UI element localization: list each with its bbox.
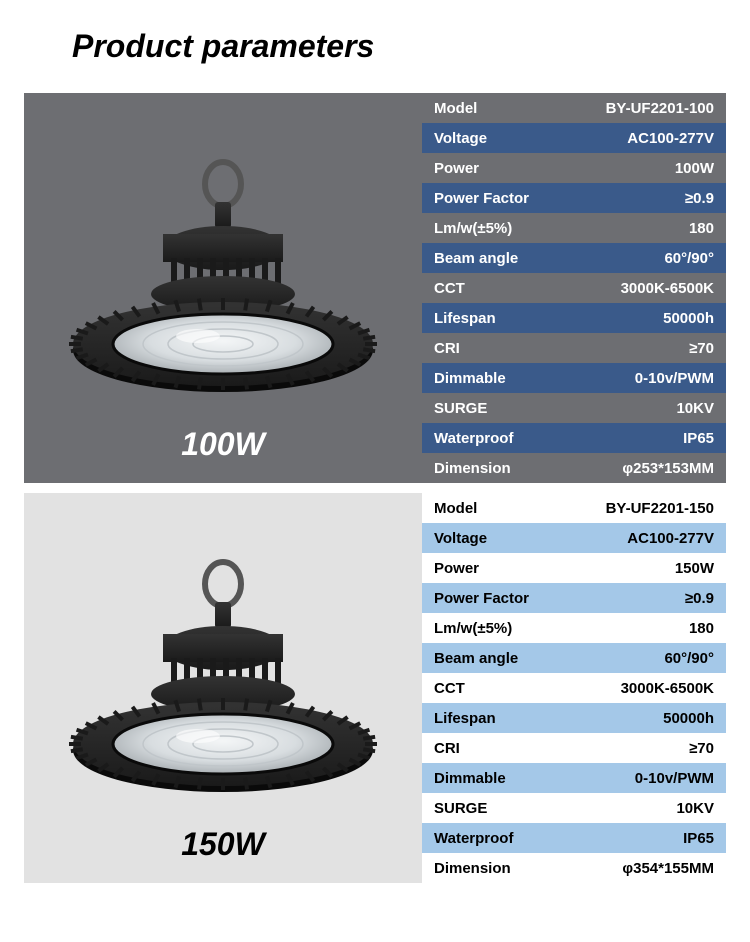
spec-label: Waterproof xyxy=(434,430,513,447)
spec-row: Lm/w(±5%) 180 xyxy=(422,213,726,243)
spec-value: IP65 xyxy=(683,430,714,447)
spec-row: Power 100W xyxy=(422,153,726,183)
spec-row: SURGE 10KV xyxy=(422,393,726,423)
spec-label: Voltage xyxy=(434,530,487,547)
spec-row: Voltage AC100-277V xyxy=(422,523,726,553)
spec-row: Waterproof IP65 xyxy=(422,423,726,453)
spec-label: Lifespan xyxy=(434,310,496,327)
wattage-label: 100W xyxy=(181,426,265,463)
spec-label: SURGE xyxy=(434,400,487,417)
spec-row: Voltage AC100-277V xyxy=(422,123,726,153)
spec-row: Power Factor ≥0.9 xyxy=(422,583,726,613)
spec-value: 60°/90° xyxy=(664,250,714,267)
spec-value: 3000K-6500K xyxy=(621,280,714,297)
spec-value: 10KV xyxy=(676,800,714,817)
spec-label: Power Factor xyxy=(434,190,529,207)
spec-table: Model BY-UF2201-100 Voltage AC100-277V Power… xyxy=(422,93,726,483)
spec-value: 50000h xyxy=(663,710,714,727)
spec-row: SURGE 10KV xyxy=(422,793,726,823)
product-block: 100W Model BY-UF2201-100 Voltage AC100-277V P… xyxy=(24,93,726,483)
spec-row: CCT 3000K-6500K xyxy=(422,673,726,703)
spec-label: Dimmable xyxy=(434,770,506,787)
spec-value: AC100-277V xyxy=(627,130,714,147)
spec-value: 60°/90° xyxy=(664,650,714,667)
spec-value: 180 xyxy=(689,620,714,637)
spec-value: 100W xyxy=(675,160,714,177)
spec-row: Power Factor ≥0.9 xyxy=(422,183,726,213)
spec-label: Power xyxy=(434,560,479,577)
product-block: 150W Model BY-UF2201-150 Voltage AC100-277V P… xyxy=(24,493,726,883)
spec-row: CCT 3000K-6500K xyxy=(422,273,726,303)
spec-row: Dimmable 0-10v/PWM xyxy=(422,763,726,793)
spec-value: ≥0.9 xyxy=(685,190,714,207)
spec-label: Power Factor xyxy=(434,590,529,607)
spec-row: Power 150W xyxy=(422,553,726,583)
product-illustration xyxy=(63,158,383,408)
spec-table: Model BY-UF2201-150 Voltage AC100-277V Power… xyxy=(422,493,726,883)
spec-label: Model xyxy=(434,500,477,517)
spec-label: Dimmable xyxy=(434,370,506,387)
spec-label: Lm/w(±5%) xyxy=(434,620,512,637)
spec-value: 0-10v/PWM xyxy=(635,370,714,387)
spec-value: IP65 xyxy=(683,830,714,847)
spec-label: Dimension xyxy=(434,860,511,877)
spec-label: CRI xyxy=(434,340,460,357)
spec-label: Lm/w(±5%) xyxy=(434,220,512,237)
spec-row: Waterproof IP65 xyxy=(422,823,726,853)
spec-value: 180 xyxy=(689,220,714,237)
spec-label: Beam angle xyxy=(434,250,518,267)
spec-value: φ354*155MM xyxy=(622,860,714,877)
page-title: Product parameters xyxy=(0,0,750,93)
spec-label: CCT xyxy=(434,280,465,297)
spec-row: Beam angle 60°/90° xyxy=(422,243,726,273)
spec-label: Dimension xyxy=(434,460,511,477)
spec-row: Model BY-UF2201-100 xyxy=(422,93,726,123)
spec-value: 10KV xyxy=(676,400,714,417)
spec-label: Power xyxy=(434,160,479,177)
spec-row: Dimension φ253*153MM xyxy=(422,453,726,483)
spec-value: BY-UF2201-150 xyxy=(606,500,714,517)
spec-label: Model xyxy=(434,100,477,117)
spec-label: Voltage xyxy=(434,130,487,147)
product-image-column: 100W xyxy=(24,93,422,483)
spec-value: AC100-277V xyxy=(627,530,714,547)
spec-row: Beam angle 60°/90° xyxy=(422,643,726,673)
spec-row: CRI ≥70 xyxy=(422,733,726,763)
spec-row: Dimmable 0-10v/PWM xyxy=(422,363,726,393)
spec-value: ≥70 xyxy=(689,740,714,757)
spec-label: CCT xyxy=(434,680,465,697)
spec-value: 50000h xyxy=(663,310,714,327)
spec-label: Beam angle xyxy=(434,650,518,667)
product-illustration xyxy=(63,558,383,808)
spec-value: 0-10v/PWM xyxy=(635,770,714,787)
product-image-column: 150W xyxy=(24,493,422,883)
spec-value: 150W xyxy=(675,560,714,577)
spec-value: ≥0.9 xyxy=(685,590,714,607)
spec-value: ≥70 xyxy=(689,340,714,357)
spec-row: Model BY-UF2201-150 xyxy=(422,493,726,523)
spec-value: 3000K-6500K xyxy=(621,680,714,697)
spec-value: BY-UF2201-100 xyxy=(606,100,714,117)
spec-row: Lifespan 50000h xyxy=(422,303,726,333)
spec-label: CRI xyxy=(434,740,460,757)
spec-label: Lifespan xyxy=(434,710,496,727)
spec-value: φ253*153MM xyxy=(622,460,714,477)
spec-label: SURGE xyxy=(434,800,487,817)
spec-row: Lifespan 50000h xyxy=(422,703,726,733)
spec-row: Dimension φ354*155MM xyxy=(422,853,726,883)
spec-label: Waterproof xyxy=(434,830,513,847)
spec-row: CRI ≥70 xyxy=(422,333,726,363)
spec-row: Lm/w(±5%) 180 xyxy=(422,613,726,643)
wattage-label: 150W xyxy=(181,826,265,863)
